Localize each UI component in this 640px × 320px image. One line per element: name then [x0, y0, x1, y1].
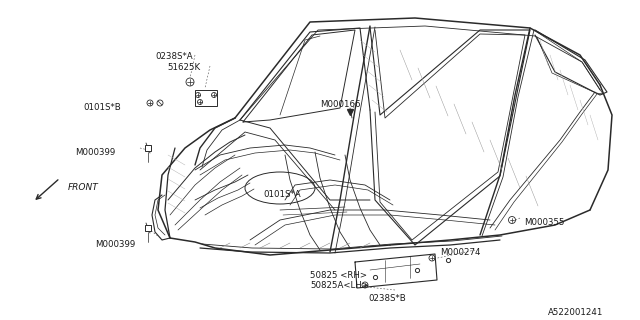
Text: FRONT: FRONT	[68, 183, 99, 192]
Text: 0101S*B: 0101S*B	[83, 103, 121, 112]
Text: 51625K: 51625K	[167, 63, 200, 72]
Text: M000399: M000399	[75, 148, 115, 157]
Text: 0101S*A: 0101S*A	[263, 190, 301, 199]
Text: M000274: M000274	[440, 248, 481, 257]
Text: M000355: M000355	[524, 218, 564, 227]
Text: 50825 <RH>: 50825 <RH>	[310, 271, 367, 280]
Text: A522001241: A522001241	[548, 308, 604, 317]
Bar	[195, 90, 217, 106]
Text: M000399: M000399	[95, 240, 135, 249]
Text: 50825A<LH>: 50825A<LH>	[310, 281, 369, 290]
Text: 0238S*A: 0238S*A	[155, 52, 193, 61]
Text: 0238S*B: 0238S*B	[368, 294, 406, 303]
Text: M000166: M000166	[320, 100, 360, 109]
